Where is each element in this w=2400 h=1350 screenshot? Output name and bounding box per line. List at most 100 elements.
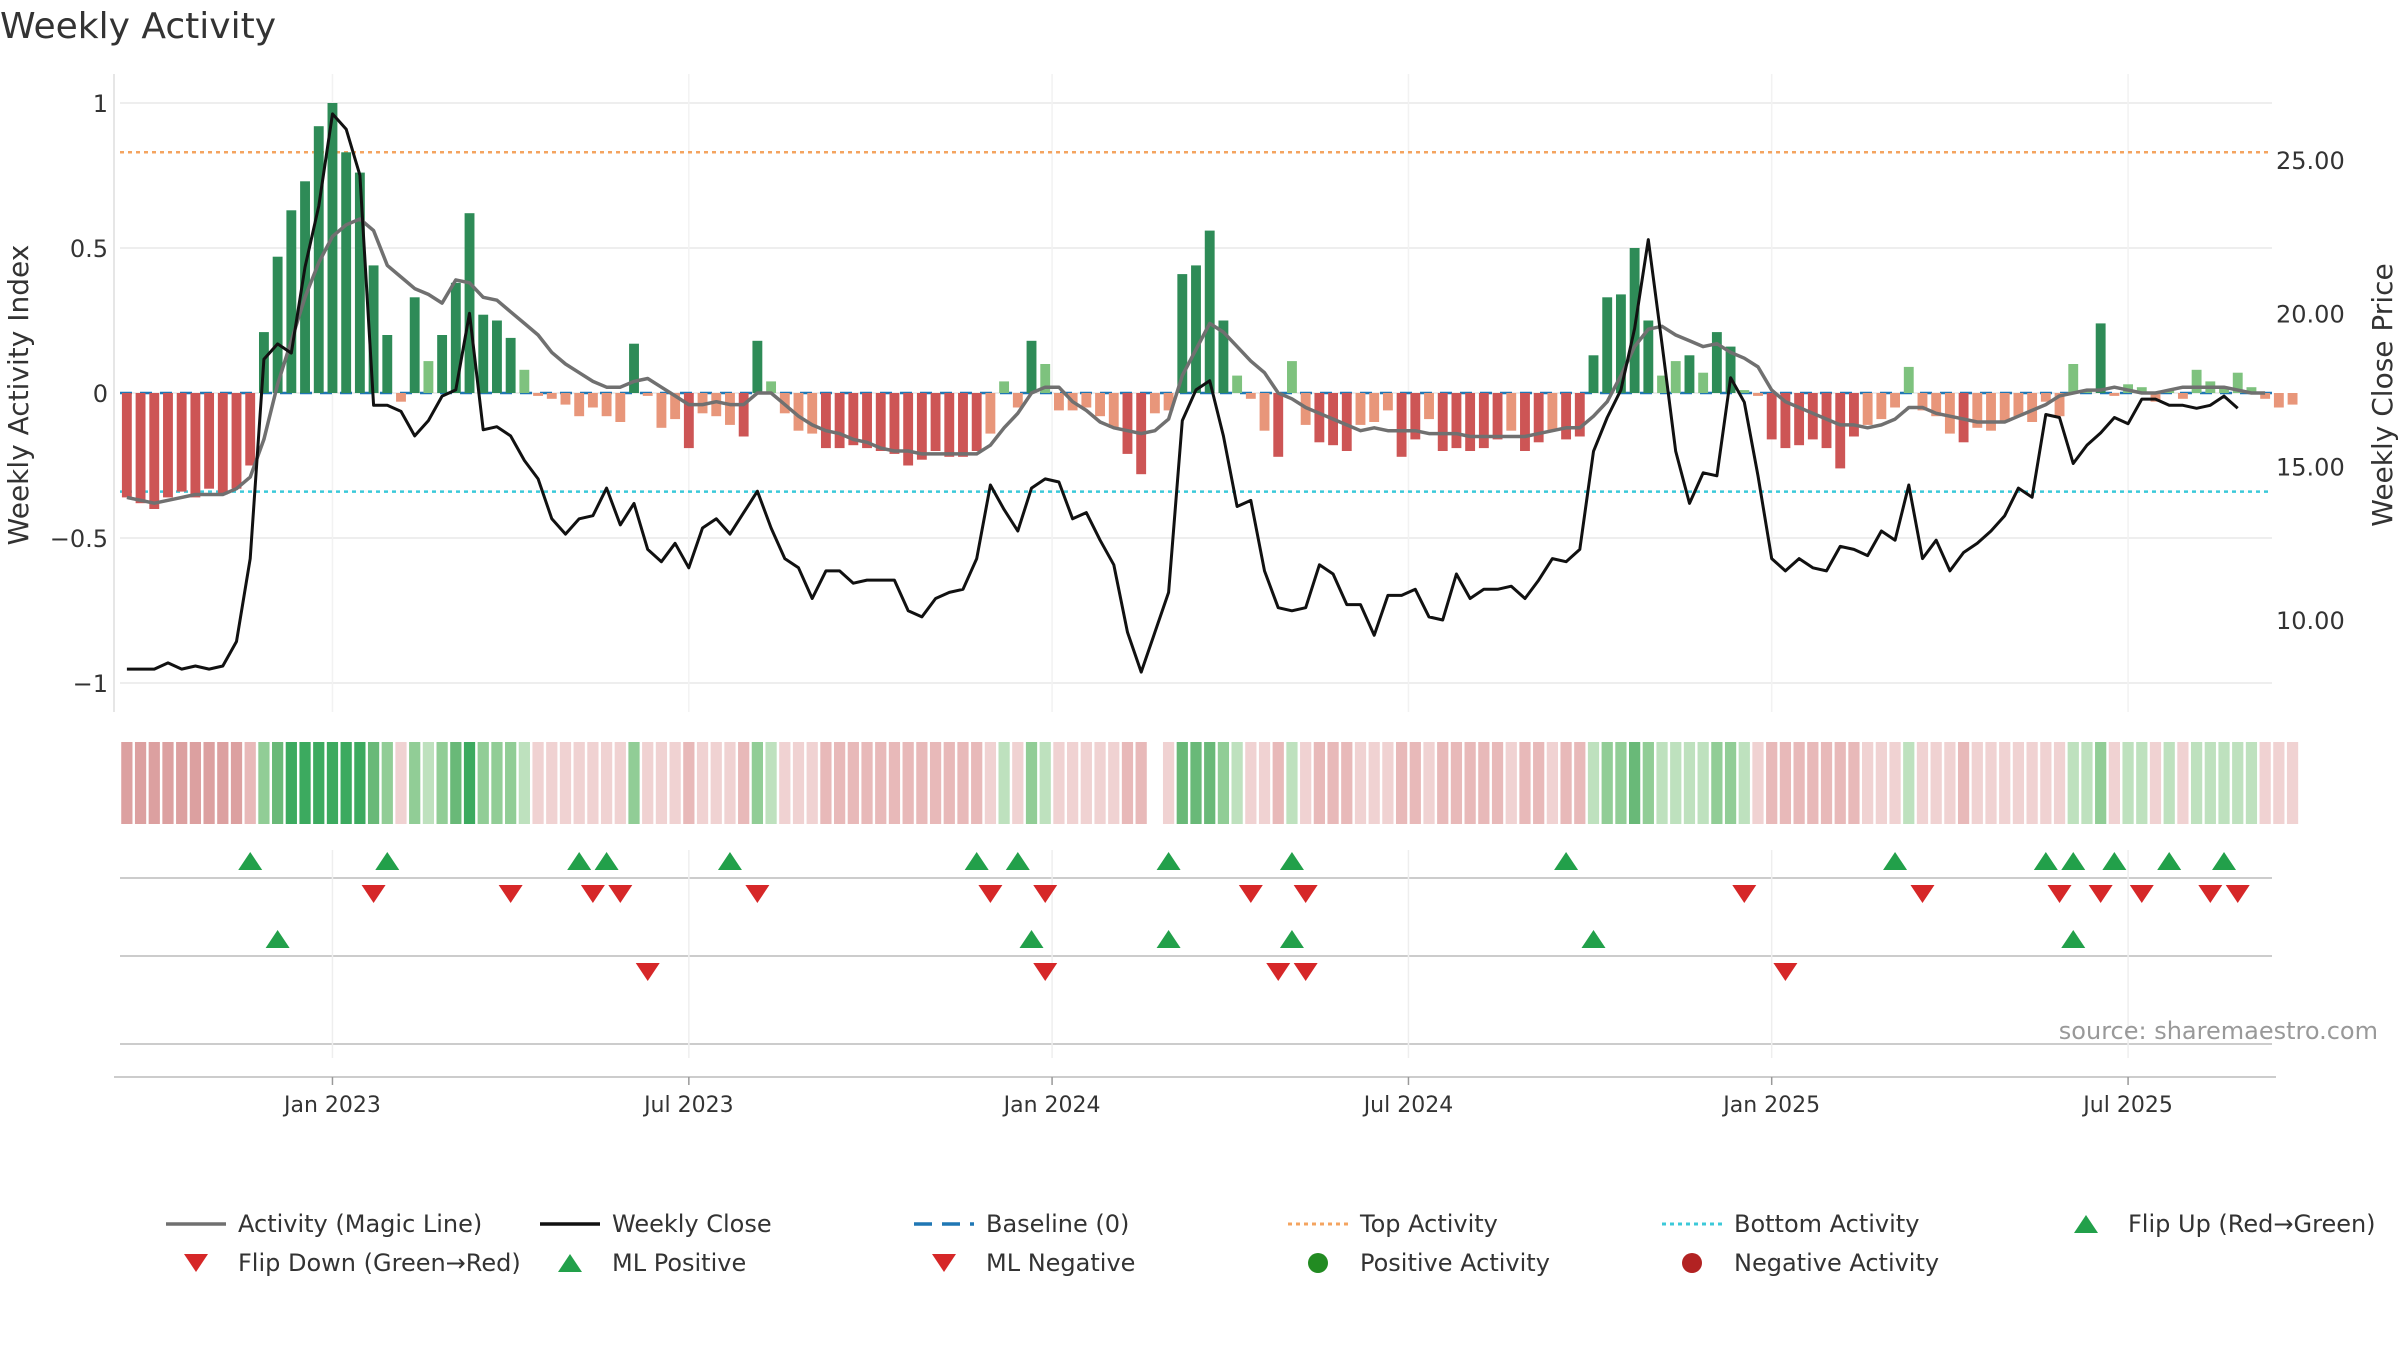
flip-down-marker <box>2225 885 2250 903</box>
strip-cell <box>1711 742 1723 824</box>
legend-label: ML Negative <box>986 1249 1135 1277</box>
activity-bar <box>492 320 502 393</box>
strip-cell <box>1985 742 1997 824</box>
strip-cell <box>217 742 229 824</box>
y-right-tick-label: 25.00 <box>2276 147 2345 175</box>
activity-bar <box>272 256 283 393</box>
strip-cell <box>2204 742 2216 824</box>
activity-bar <box>2191 369 2202 393</box>
strip-cell <box>1176 742 1188 824</box>
strip-cell <box>422 742 435 824</box>
legend-label: Activity (Magic Line) <box>238 1210 482 1238</box>
strip-cell <box>203 742 215 824</box>
strip-cell <box>354 742 366 824</box>
strip-cell <box>929 742 942 824</box>
activity-bar <box>1944 393 1955 434</box>
strip-cell <box>176 742 188 824</box>
strip-cell <box>2095 742 2107 824</box>
activity-bar <box>1355 393 1366 425</box>
activity-bar <box>1382 393 1393 411</box>
legend-triangle-down-icon <box>184 1254 208 1272</box>
activity-bar <box>2109 393 2120 396</box>
flip-down-marker <box>2088 885 2113 903</box>
strip-cell <box>1903 742 1915 824</box>
strip-cell <box>792 742 805 824</box>
activity-bar <box>1437 393 1448 451</box>
strip-cell <box>148 742 160 824</box>
x-tick-label: Jan 2025 <box>1721 1093 1820 1118</box>
activity-bar <box>396 393 406 402</box>
activity-bar <box>1204 230 1215 393</box>
strip-cell <box>902 742 914 824</box>
strip-cell <box>888 742 901 824</box>
strip-cell <box>1437 742 1449 824</box>
strip-cell <box>2259 742 2271 824</box>
activity-bar <box>1794 393 1805 446</box>
strip-cell <box>1656 742 1668 824</box>
activity-bar <box>1547 393 1558 431</box>
activity-bar <box>711 393 722 417</box>
activity-bar <box>1725 346 1736 393</box>
activity-bar <box>2287 393 2298 405</box>
strip-cell <box>1354 742 1367 824</box>
activity-bar <box>1890 393 1900 408</box>
activity-bar <box>533 393 543 396</box>
strip-cell <box>642 742 654 824</box>
activity-bar <box>2246 387 2257 393</box>
flip-down-marker <box>1910 885 1935 903</box>
activity-bar <box>1739 390 1750 393</box>
legend-label: Flip Down (Green→Red) <box>238 1249 521 1277</box>
strip-cell <box>2026 742 2038 824</box>
y-left-tick-label: 0.5 <box>70 235 108 263</box>
flip-up-marker <box>2157 852 2182 870</box>
activity-bar <box>1424 393 1434 420</box>
strip-cell <box>2136 742 2148 824</box>
flip-down-marker <box>1238 885 1263 903</box>
strip-cell <box>340 742 352 824</box>
strip-cell <box>1546 742 1559 824</box>
strip-cell <box>1944 742 1956 824</box>
strip-cell <box>2190 742 2203 824</box>
activity-bar <box>1780 393 1791 449</box>
strip-cell <box>258 742 270 824</box>
strip-cell <box>1642 742 1654 824</box>
strip-cell <box>1053 742 1065 824</box>
ml-negative-marker <box>1293 963 1318 981</box>
strip-cell <box>2177 742 2189 824</box>
legend-triangle-up-icon <box>558 1254 582 1272</box>
activity-bar <box>1273 393 1284 457</box>
activity-bar <box>519 369 530 393</box>
activity-bar <box>2219 387 2229 393</box>
strip-cell <box>614 742 626 824</box>
strip-cell <box>2218 742 2230 824</box>
activity-bar <box>1588 355 1599 393</box>
activity-bar <box>245 393 256 466</box>
activity-bar <box>300 181 310 393</box>
activity-bar <box>1026 340 1037 393</box>
strip-cell <box>299 742 311 824</box>
strip-cell <box>1423 742 1435 824</box>
activity-bar <box>725 393 735 425</box>
activity-bar <box>1533 393 1544 443</box>
flip-up-marker <box>2061 852 2086 870</box>
strip-cell <box>1670 742 1682 824</box>
activity-bar <box>752 340 763 393</box>
flip-up-marker <box>964 852 989 870</box>
activity-bar <box>2054 393 2065 417</box>
strip-cell <box>751 742 763 824</box>
activity-bar <box>930 393 941 451</box>
strip-cell <box>1574 742 1586 824</box>
x-tick-label: Jul 2025 <box>2081 1093 2173 1118</box>
activity-bar <box>834 393 845 449</box>
strip-cell <box>1820 742 1833 824</box>
activity-bar <box>1053 393 1064 411</box>
strip-cell <box>1450 742 1463 824</box>
strip-cell <box>313 742 325 824</box>
strip-cell <box>1012 742 1024 824</box>
strip-cell <box>436 742 448 824</box>
activity-bar <box>409 297 420 393</box>
strip-cell <box>1080 742 1092 824</box>
strip-cell <box>1683 742 1696 824</box>
activity-bar <box>1684 355 1695 393</box>
